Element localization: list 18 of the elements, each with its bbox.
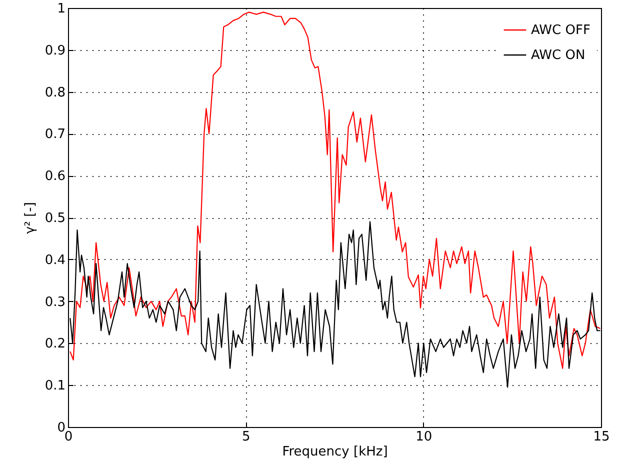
y-tick-label: 0.2 — [44, 336, 66, 352]
x-tick-label: 5 — [242, 430, 250, 444]
y-tick-label: 0.6 — [44, 169, 66, 184]
legend-label: AWC OFF — [531, 23, 590, 38]
y-tick-label: 0.7 — [44, 127, 66, 142]
y-tick-label: 0.4 — [44, 252, 66, 268]
legend-label: AWC ON — [531, 48, 586, 63]
y-tick-label: 0.8 — [44, 85, 66, 100]
x-axis-title: Frequency [kHz] — [282, 444, 388, 460]
y-tick-label: 0.5 — [44, 211, 66, 226]
x-tick-label: 10 — [416, 430, 432, 444]
y-tick-label: 0.3 — [44, 294, 66, 310]
y-tick-label: 1 — [57, 2, 66, 16]
y-tick-label: 0.9 — [44, 43, 66, 58]
y-axis-title: γ² [-] — [22, 202, 38, 234]
y-tick-label: 0.1 — [44, 378, 66, 394]
x-tick-label: 15 — [593, 430, 610, 444]
line-series — [70, 12, 601, 369]
